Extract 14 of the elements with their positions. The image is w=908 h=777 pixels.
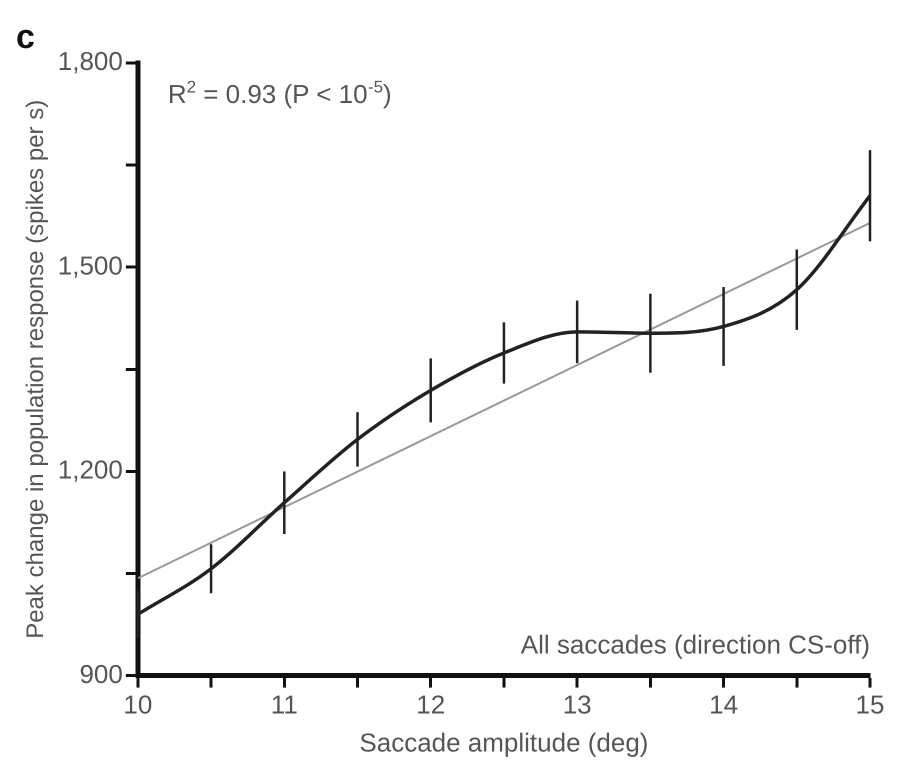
y-tick-label: 1,800 <box>58 46 123 76</box>
x-tick-label: 14 <box>709 689 738 720</box>
x-tick-label: 13 <box>562 689 592 720</box>
y-tick-label: 900 <box>79 658 123 689</box>
annotation: All saccades (direction CS-off) <box>520 630 870 660</box>
text: c <box>16 18 35 56</box>
x-tick-label: 10 <box>123 689 152 720</box>
y-tick-label: 1,500 <box>58 250 123 280</box>
x-axis-title: Saccade amplitude (deg) <box>359 728 648 758</box>
x-tick-label: 12 <box>416 689 446 720</box>
y-tick-label: 1,200 <box>58 454 123 485</box>
y-axis-title: Peak change in population response (spikes per s) <box>22 100 50 639</box>
x-tick-label: 11 <box>270 689 298 720</box>
x-tick-label: 15 <box>856 689 884 720</box>
